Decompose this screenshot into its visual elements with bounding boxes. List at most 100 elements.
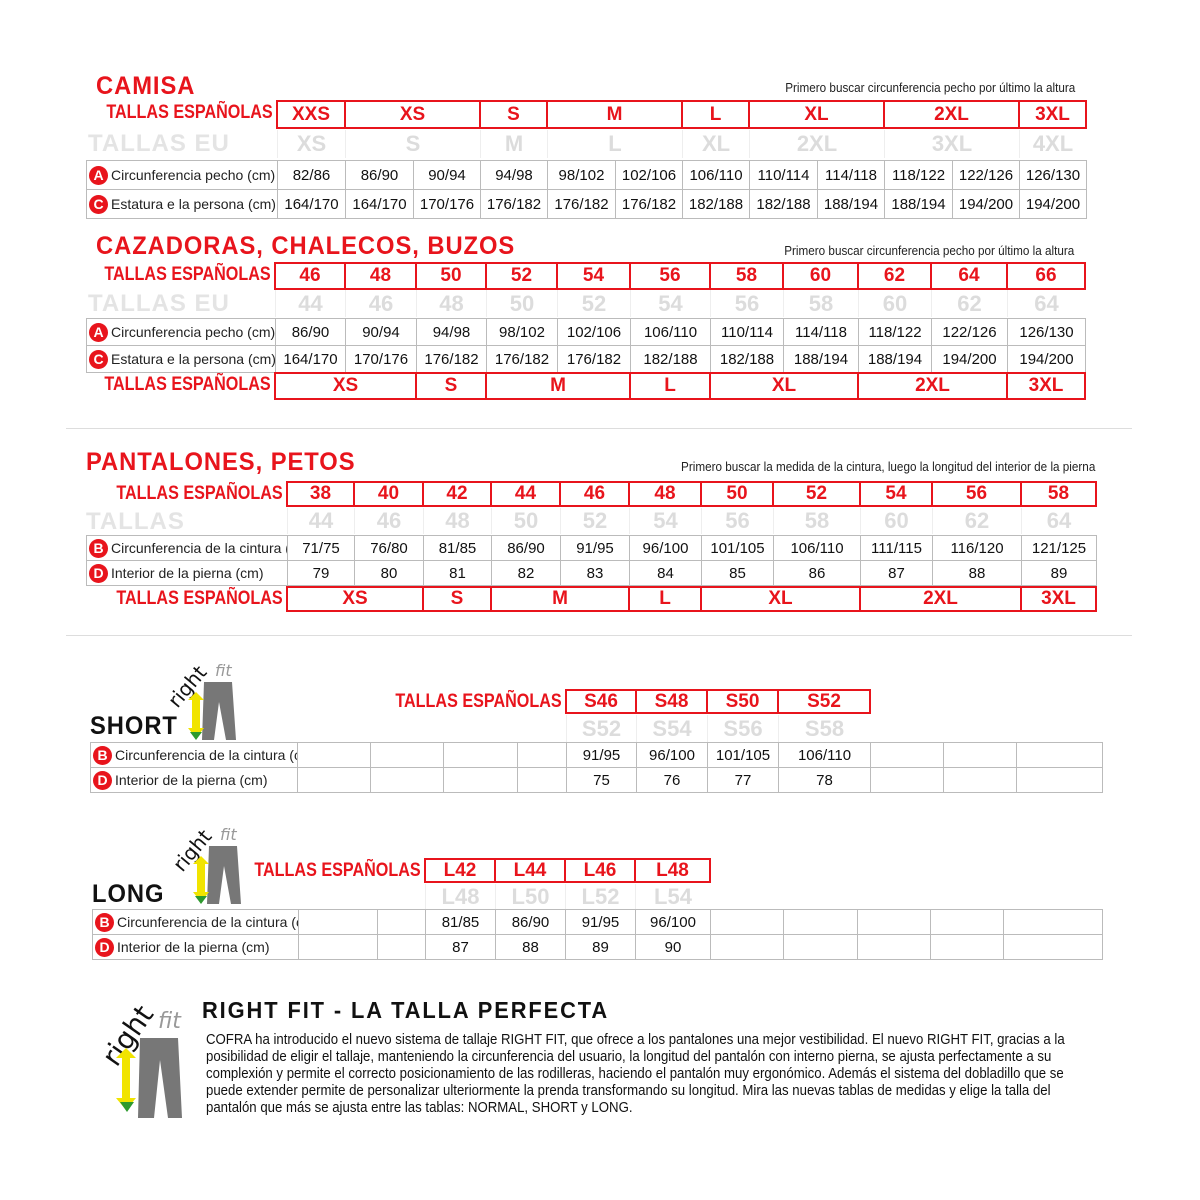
spanish-size: 48: [628, 481, 702, 507]
table-cell: 80: [354, 560, 424, 586]
table-cell: 83: [560, 560, 630, 586]
row-label-text: Estatura e la persona (cm): [111, 351, 276, 367]
eu-size: S58: [778, 715, 870, 742]
row-label-text: Circunferencia de la cintura (cm): [111, 540, 287, 556]
spanish-size: 42: [422, 481, 492, 507]
table-cell: 91/95: [565, 909, 636, 935]
table-cell: 86/90: [275, 318, 346, 346]
spanish-size: 3XL: [1020, 586, 1097, 612]
spanish-size: 48: [344, 262, 417, 290]
table-cell: [297, 742, 371, 768]
eu-size: 52: [557, 290, 630, 317]
spanish-size: 56: [931, 481, 1022, 507]
table-cell: [943, 767, 1017, 793]
spanish-sizes-label: TALLAS ESPAÑOLAS: [254, 860, 421, 881]
row-label-text: Circunferencia de la cintura (cm): [115, 747, 298, 763]
badge-a-icon: A: [89, 165, 108, 185]
eu-size: XL: [682, 130, 749, 158]
table-cell: 182/188: [710, 345, 784, 373]
table-cell: 118/122: [884, 160, 953, 190]
table-cell: 164/170: [277, 189, 346, 219]
spanish-size: 60: [782, 262, 859, 290]
spanish-size: XS: [286, 586, 424, 612]
rightfit-logo: right fit: [160, 658, 250, 743]
spanish-size: L48: [634, 858, 711, 883]
spanish-size: M: [546, 100, 683, 129]
eu-size: XS: [277, 130, 345, 158]
table-cell: 91/95: [560, 535, 630, 561]
table-cell: [870, 742, 944, 768]
table-cell: 118/122: [858, 318, 932, 346]
eu-size: L48: [425, 884, 495, 909]
eu-size: S52: [566, 715, 636, 742]
spanish-size: 40: [353, 481, 424, 507]
eu-size: 58: [773, 508, 860, 534]
table-cell: 84: [629, 560, 702, 586]
section-title: PANTALONES, PETOS: [86, 448, 356, 476]
row-label-text: Estatura e la persona (cm): [111, 196, 276, 212]
spanish-size: 2XL: [883, 100, 1020, 129]
spanish-size: L: [681, 100, 750, 129]
table-cell: 86: [773, 560, 861, 586]
spanish-sizes-label: TALLAS ESPAÑOLAS: [395, 691, 562, 712]
rightfit-logo: right fit: [95, 998, 196, 1123]
table-cell: 164/170: [345, 189, 414, 219]
divider: [66, 635, 1132, 636]
spanish-sizes-label: TALLAS ESPAÑOLAS: [116, 483, 283, 504]
section-note: Primero buscar circunferencia pecho por …: [784, 80, 1075, 95]
row-label-text: Interior de la pierna (cm): [111, 565, 264, 581]
table-cell: [943, 742, 1017, 768]
row-label: A Circunferencia pecho (cm): [86, 160, 278, 190]
table-cell: 122/126: [952, 160, 1020, 190]
table-cell: 106/110: [773, 535, 861, 561]
table-cell: 194/200: [931, 345, 1008, 373]
spanish-size: 54: [859, 481, 933, 507]
table-cell: 98/102: [486, 318, 558, 346]
spanish-size: 3XL: [1006, 372, 1086, 400]
badge-c-icon: C: [89, 349, 108, 369]
table-cell: 188/194: [858, 345, 932, 373]
eu-size: S54: [636, 715, 707, 742]
table-cell: 90/94: [345, 318, 417, 346]
table-cell: [930, 909, 1004, 935]
table-cell: 71/75: [287, 535, 355, 561]
table-cell: 106/110: [682, 160, 750, 190]
row-label: C Estatura e la persona (cm): [86, 345, 276, 373]
svg-text:fit: fit: [158, 1009, 182, 1034]
table-cell: 86/90: [345, 160, 414, 190]
spanish-size: S48: [635, 689, 708, 714]
table-cell: 182/188: [630, 345, 711, 373]
badge-b-icon: B: [89, 538, 108, 558]
rightfit-description: COFRA ha introducido el nuevo sistema de…: [206, 1031, 1065, 1116]
table-cell: 116/120: [932, 535, 1022, 561]
table-cell: 188/194: [817, 189, 885, 219]
spanish-size: XL: [700, 586, 861, 612]
table-cell: [857, 934, 931, 960]
spanish-size: M: [485, 372, 631, 400]
table-cell: 101/105: [701, 535, 774, 561]
table-cell: [870, 767, 944, 793]
table-cell: 114/118: [817, 160, 885, 190]
spanish-size: 2XL: [857, 372, 1008, 400]
eu-size: L: [547, 130, 682, 158]
eu-size: S56: [707, 715, 778, 742]
table-cell: 111/115: [860, 535, 933, 561]
table-cell: 114/118: [783, 318, 859, 346]
table-cell: 89: [565, 934, 636, 960]
badge-d-icon: D: [93, 770, 112, 790]
spanish-size: XS: [344, 100, 481, 129]
row-label: D Interior de la pierna (cm): [86, 560, 288, 586]
spanish-size: 44: [490, 481, 561, 507]
svg-text:fit: fit: [215, 661, 232, 680]
spanish-size: L: [629, 372, 711, 400]
row-label: C Estatura e la persona (cm): [86, 189, 278, 219]
spanish-size: 46: [274, 262, 346, 290]
spanish-size: 50: [415, 262, 487, 290]
table-cell: 106/110: [778, 742, 871, 768]
table-cell: 110/114: [749, 160, 818, 190]
table-cell: 85: [701, 560, 774, 586]
row-label-text: Circunferencia de la cintura (cm): [117, 914, 298, 930]
spanish-size: XL: [709, 372, 859, 400]
